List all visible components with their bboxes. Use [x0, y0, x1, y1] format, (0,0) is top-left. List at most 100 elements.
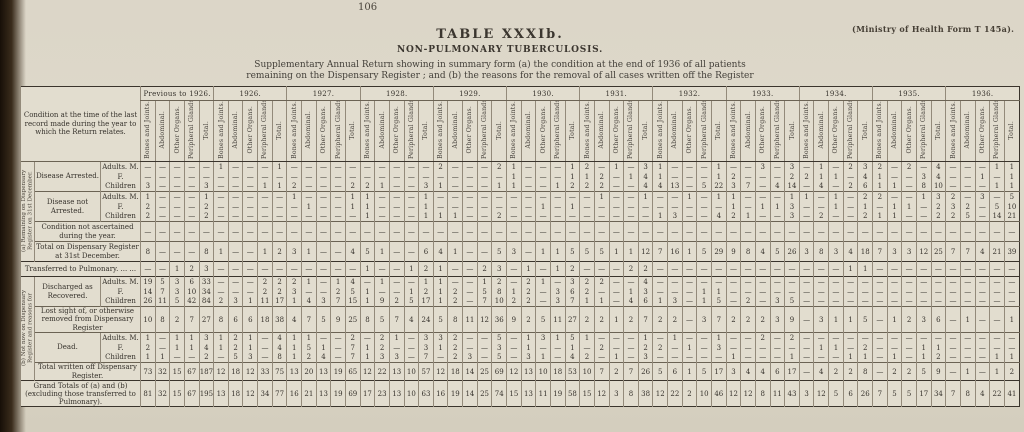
data-cell: — [388, 221, 405, 242]
data-cell: — [257, 352, 273, 363]
data-cell: — [301, 261, 317, 277]
data-cell: 2 [520, 276, 536, 287]
data-cell: — [535, 261, 551, 277]
data-cell: — [945, 276, 961, 287]
data-cell: — [301, 181, 317, 192]
data-cell: 22 [667, 380, 683, 407]
data-cell: 26 [857, 380, 873, 407]
data-cell: — [667, 342, 683, 353]
data-cell: 77 [271, 380, 287, 407]
data-cell: 10 [403, 362, 419, 381]
organ-column-header: Peripheral Glands. [627, 100, 635, 160]
data-cell: 2 [344, 181, 361, 192]
data-cell: 2 [901, 305, 917, 333]
data-cell: — [974, 201, 990, 212]
data-cell: 1 [1003, 352, 1020, 363]
organ-column-header: Bones and Joints. [144, 101, 152, 159]
data-cell: 8 [447, 305, 463, 333]
data-cell: — [886, 342, 902, 353]
data-cell: 1 [140, 332, 156, 343]
data-cell: 2 [286, 276, 302, 287]
data-cell: — [462, 221, 478, 242]
data-cell: 5 [169, 296, 185, 307]
data-cell: — [330, 201, 346, 212]
organ-column-header: Total. [568, 120, 576, 140]
data-cell: — [872, 201, 888, 212]
data-cell: 3 [520, 352, 536, 363]
data-cell: 5 [491, 332, 507, 343]
data-cell: — [315, 286, 331, 297]
data-cell: 1 [549, 261, 566, 277]
organ-column-header-cell: Abdominal. [447, 100, 463, 162]
data-cell: — [183, 201, 200, 212]
data-cell: 2 [754, 332, 771, 343]
data-cell: — [506, 191, 522, 202]
data-cell: — [447, 221, 463, 242]
data-cell: 3 [857, 161, 873, 172]
data-cell: — [213, 221, 229, 242]
data-cell: — [886, 261, 902, 277]
data-cell: — [989, 342, 1005, 353]
data-cell: — [608, 221, 624, 242]
data-cell: — [257, 171, 273, 182]
data-cell: 2 [476, 261, 492, 277]
data-cell: 19 [330, 362, 346, 381]
data-cell: 1 [183, 332, 200, 343]
data-cell: — [388, 276, 405, 287]
data-cell: 73 [140, 362, 156, 381]
organ-column-header-cell: Peripheral Glands. [696, 100, 712, 162]
data-cell: — [901, 181, 917, 192]
data-cell: — [710, 261, 727, 277]
data-cell: 1 [652, 211, 668, 222]
data-cell: 2 [593, 171, 609, 182]
data-cell: — [798, 201, 814, 212]
data-cell: — [623, 211, 639, 222]
data-cell: 4 [198, 342, 214, 353]
data-cell: 1 [301, 201, 317, 212]
data-cell: — [330, 352, 346, 363]
organ-column-header-cell: Other Organs. [388, 100, 405, 162]
data-cell: — [462, 276, 478, 287]
data-cell: 1 [432, 342, 448, 353]
data-cell: 5 [535, 305, 551, 333]
data-cell: — [403, 332, 419, 343]
data-cell: 7 [154, 286, 170, 297]
data-cell: — [842, 211, 858, 222]
data-cell: 25 [476, 362, 492, 381]
data-cell: 7 [476, 296, 492, 307]
data-cell: 16 [667, 241, 683, 262]
data-cell: 3 [418, 332, 434, 343]
data-cell: 9 [725, 241, 741, 262]
data-cell: — [549, 342, 566, 353]
data-cell: — [769, 211, 785, 222]
data-cell: — [183, 352, 200, 363]
data-cell: — [476, 191, 492, 202]
data-cell: 1 [828, 305, 844, 333]
data-cell: 5 [828, 380, 844, 407]
data-cell: — [608, 171, 624, 182]
data-cell: — [886, 332, 902, 343]
data-cell: — [754, 276, 771, 287]
data-cell: 12 [652, 380, 668, 407]
data-cell: — [945, 261, 961, 277]
data-cell: — [213, 191, 229, 202]
data-cell: — [403, 171, 419, 182]
organ-column-header-cell: Other Organs. [828, 100, 844, 162]
data-cell: 2 [637, 261, 653, 277]
data-cell: — [535, 161, 551, 172]
data-cell: 1 [169, 261, 185, 277]
data-cell: 2 [271, 286, 287, 297]
data-cell: — [989, 191, 1005, 202]
data-cell: 23 [374, 380, 390, 407]
data-cell: 58 [564, 380, 580, 407]
data-cell: 2 [286, 181, 302, 192]
data-cell: 2 [784, 332, 800, 343]
data-cell: — [330, 221, 346, 242]
data-cell: 1 [286, 296, 302, 307]
data-cell: — [506, 352, 522, 363]
data-cell: 2 [872, 161, 888, 172]
data-cell: 1 [857, 261, 873, 277]
data-cell: — [549, 171, 566, 182]
data-cell: — [608, 342, 624, 353]
data-cell: — [901, 332, 917, 343]
